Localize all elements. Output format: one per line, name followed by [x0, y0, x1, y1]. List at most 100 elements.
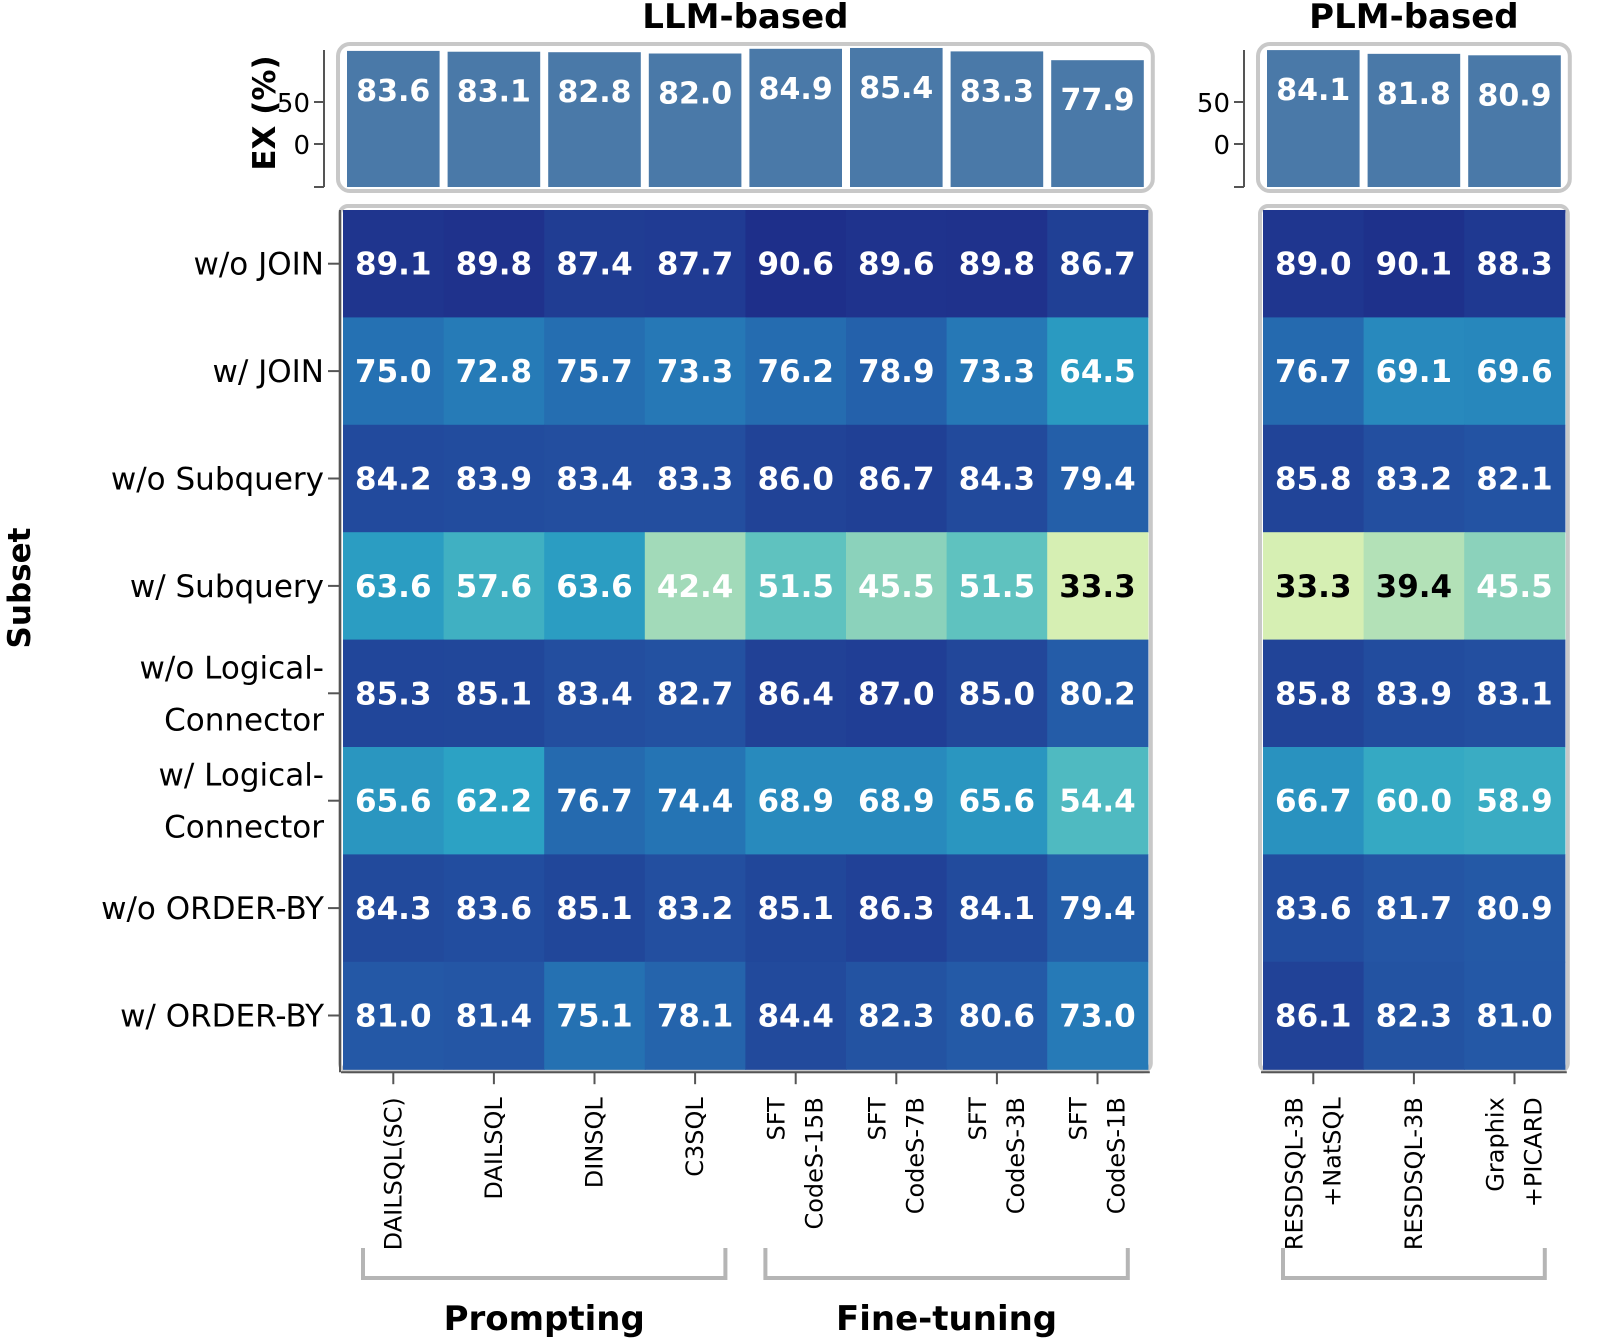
heat-cell-label-0-7: 86.7: [1059, 247, 1136, 283]
col-label-10-1: +PICARD: [1520, 1097, 1548, 1207]
heat-cell-label-7-3: 78.1: [657, 999, 734, 1035]
heat-cell-label-2-5: 86.7: [858, 462, 935, 498]
heat-cell-2-5: [846, 424, 948, 533]
heat-cell-label-2-2: 83.4: [556, 462, 633, 498]
bracket-plm: [1281, 1248, 1547, 1280]
heat-cell-label-7-4: 84.4: [757, 999, 834, 1035]
heat-cell-label-5-9: 60.0: [1376, 784, 1453, 820]
ex-bar-2: [548, 52, 641, 187]
heat-cell-0-7: [1047, 210, 1149, 318]
ex-bar-0: [347, 50, 440, 187]
heat-cell-label-5-7: 54.4: [1059, 784, 1136, 820]
col-label-8-0: RESDSQL-3B: [1280, 1097, 1308, 1250]
heat-cell-0-4: [745, 210, 847, 318]
heat-cell-label-2-7: 79.4: [1059, 462, 1136, 498]
heat-cell-label-1-10: 69.6: [1476, 354, 1553, 390]
heat-cell-3-1: [443, 532, 545, 641]
heat-cell-7-8: [1263, 961, 1365, 1070]
heat-cell-label-1-9: 69.1: [1376, 354, 1453, 390]
heat-cell-6-9: [1363, 854, 1465, 963]
heat-cell-label-1-6: 73.3: [959, 354, 1036, 390]
row-label-5-0: w/ Logical-: [159, 758, 324, 794]
ex-bar-label-5: 85.4: [859, 71, 933, 106]
heat-cell-label-7-7: 73.0: [1059, 999, 1136, 1035]
group-title-1: PLM-based: [1309, 0, 1518, 37]
heat-cell-2-2: [544, 424, 646, 533]
group-title-0: LLM-based: [642, 0, 848, 37]
heat-cell-label-1-5: 78.9: [858, 354, 935, 390]
col-label-4-1: CodeS-15B: [801, 1097, 829, 1229]
heat-cell-6-6: [946, 854, 1048, 963]
heat-cell-2-9: [1363, 424, 1465, 533]
ex-bar-label-9: 81.8: [1377, 77, 1451, 112]
heat-cell-2-3: [644, 424, 746, 533]
heat-cell-label-5-2: 76.7: [556, 784, 633, 820]
heat-cell-4-0: [343, 639, 445, 748]
heat-cell-4-5: [846, 639, 948, 748]
heat-cell-5-5: [846, 747, 948, 855]
ex-bar-label-6: 83.3: [960, 74, 1034, 109]
heat-cell-label-3-1: 57.6: [456, 569, 533, 605]
heat-cell-4-4: [745, 639, 847, 748]
heat-cell-2-6: [946, 424, 1048, 533]
heat-cell-3-8: [1263, 532, 1365, 641]
column-axis: DAILSQL(SC) DAILSQL DINSQL C3SQL SFT CodeS-15…: [379, 1072, 1548, 1250]
heat-cell-0-6: [946, 210, 1048, 318]
heat-cell-label-1-3: 73.3: [657, 354, 734, 390]
heatmap-grid: 89.1 89.8 87.4 87.7 90.6 89.6 89.8 86.7 89.0 90.1…: [338, 204, 1570, 1074]
heat-cell-2-0: [343, 424, 445, 533]
ex-bar-3: [648, 53, 742, 187]
heat-cell-label-3-8: 33.3: [1275, 569, 1352, 605]
heat-cell-label-3-9: 39.4: [1376, 569, 1453, 605]
heat-cell-label-0-0: 89.1: [355, 247, 432, 283]
heat-cell-label-7-10: 81.0: [1476, 999, 1553, 1035]
heat-cell-label-4-6: 85.0: [959, 676, 1036, 712]
heat-cell-label-2-6: 84.3: [959, 462, 1036, 498]
heat-cell-label-4-1: 85.1: [456, 676, 533, 712]
heat-cell-1-4: [745, 317, 847, 426]
heat-cell-6-1: [443, 854, 545, 963]
heat-cell-label-5-0: 65.6: [355, 784, 432, 820]
heat-cell-4-3: [644, 639, 746, 748]
heat-cell-label-2-4: 86.0: [757, 462, 834, 498]
heat-cell-0-0: [343, 210, 445, 318]
ex-bar-label-4: 84.9: [759, 72, 833, 107]
heat-cell-label-0-4: 90.6: [757, 247, 834, 283]
bracket-label-0: Prompting: [444, 1299, 645, 1339]
heat-cell-label-4-5: 87.0: [858, 676, 935, 712]
heat-cell-label-6-3: 83.2: [657, 891, 734, 927]
heat-cell-7-4: [745, 961, 847, 1070]
heat-cell-label-6-4: 85.1: [757, 891, 834, 927]
heat-cell-label-7-1: 81.4: [456, 999, 533, 1035]
heat-cell-3-3: [644, 532, 746, 641]
heat-cell-label-4-7: 80.2: [1059, 676, 1136, 712]
heat-cell-3-2: [544, 532, 646, 641]
ex-bar-5: [850, 47, 943, 187]
heat-cell-label-7-2: 75.1: [556, 999, 633, 1035]
bar-panel-frame-0: [336, 42, 1155, 193]
heat-cell-2-1: [443, 424, 545, 533]
heat-cell-0-3: [644, 210, 746, 318]
group-titles: LLM-based PLM-based: [642, 0, 1518, 37]
heat-cell-label-3-5: 45.5: [858, 569, 935, 605]
heat-cell-label-7-8: 86.1: [1275, 999, 1352, 1035]
heat-cell-label-4-0: 85.3: [355, 676, 432, 712]
heat-cell-label-7-0: 81.0: [355, 999, 432, 1035]
col-label-8-1: +NatSQL: [1318, 1097, 1346, 1207]
heat-cell-label-2-8: 85.8: [1275, 462, 1352, 498]
overall-ex-bar-chart: 50 0 83.6 83.1 82.8 82.0 84.9 85.4 83.3 77.9 50 0 84…: [277, 42, 1572, 193]
heat-cell-7-6: [946, 961, 1048, 1070]
bar-panel-frame-1: [1256, 42, 1572, 193]
heat-cell-label-6-1: 83.6: [456, 891, 533, 927]
heat-cell-7-0: [343, 961, 445, 1070]
col-label-7-0: SFT: [1065, 1097, 1093, 1141]
heat-cell-label-5-6: 65.6: [959, 784, 1036, 820]
heat-cell-label-0-2: 87.4: [556, 247, 633, 283]
heat-cell-1-5: [846, 317, 948, 426]
heat-cell-1-2: [544, 317, 646, 426]
heat-cell-5-8: [1263, 747, 1365, 855]
bar-axis-title: EX (%): [247, 55, 283, 170]
heat-cell-5-0: [343, 747, 445, 855]
ex-bar-label-2: 82.8: [557, 75, 631, 110]
heat-cell-4-9: [1363, 639, 1465, 748]
